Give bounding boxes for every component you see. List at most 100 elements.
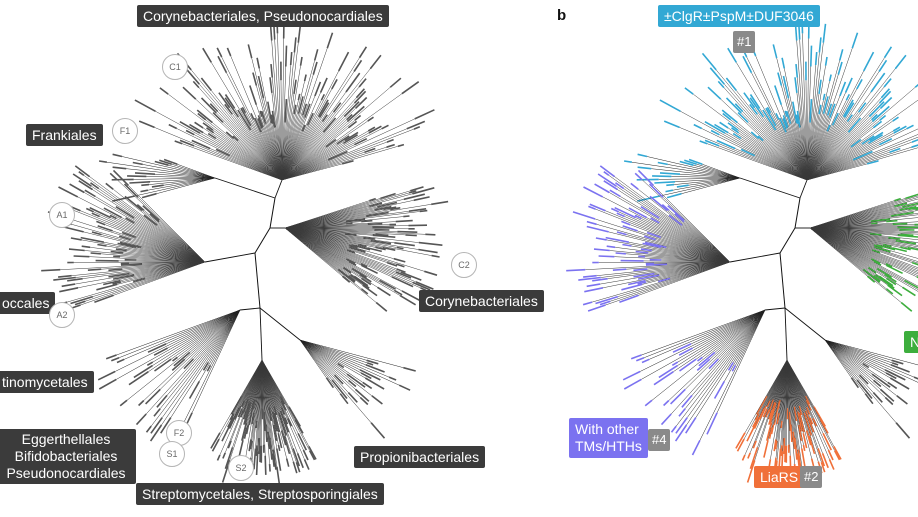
- tree-branch: [91, 231, 102, 236]
- tree-branch: [365, 364, 385, 373]
- tree-branch: [663, 120, 680, 129]
- tree-branch: [894, 197, 901, 202]
- tree-branch: [354, 137, 368, 146]
- tree-branch: [281, 97, 357, 181]
- tree-branch: [154, 358, 172, 372]
- tree-branch: [824, 339, 891, 366]
- tree-branch: [619, 294, 639, 303]
- tree-branch: [132, 161, 143, 166]
- tree-branch: [293, 104, 297, 115]
- tree-branch: [346, 105, 365, 123]
- tree-branch: [824, 56, 828, 66]
- tree-branch: [763, 440, 769, 458]
- tree-branch: [128, 185, 206, 263]
- tree-branch: [773, 401, 780, 426]
- tree-branch: [418, 248, 438, 254]
- tree-branch: [281, 146, 398, 181]
- tree-branch: [184, 67, 200, 85]
- tree-branch: [149, 177, 216, 185]
- tree-branch: [284, 227, 401, 296]
- tree-branch: [267, 101, 273, 124]
- tree-branch: [406, 120, 426, 130]
- tree-branch: [583, 274, 597, 278]
- tree-branch: [649, 309, 766, 360]
- tree-branch: [752, 440, 757, 449]
- tree-branch: [105, 354, 117, 360]
- tree-branch: [746, 460, 756, 483]
- tree-branch: [200, 97, 217, 114]
- tree-branch: [812, 417, 818, 427]
- tree-branch: [412, 281, 431, 291]
- tree-branch: [609, 189, 621, 198]
- tree-branch: [850, 377, 860, 389]
- tree-branch: [900, 246, 911, 251]
- tree-branch: [272, 411, 278, 432]
- tree-branch: [101, 261, 206, 270]
- tree-branch: [806, 60, 840, 181]
- tree-branch: [751, 72, 808, 181]
- tree-branch: [878, 275, 894, 287]
- tree-branch: [870, 218, 891, 223]
- tree-branch: [394, 289, 403, 296]
- tree-branch: [806, 52, 820, 181]
- tree-branch: [674, 177, 741, 185]
- tree-branch: [284, 227, 402, 273]
- tree-branch: [133, 177, 216, 180]
- tree-branch: [319, 77, 328, 93]
- tree-branch: [397, 230, 418, 233]
- tree-branch: [182, 86, 197, 100]
- tree-branch: [98, 378, 117, 390]
- tree-branch: [774, 85, 783, 105]
- tree-branch: [370, 422, 386, 439]
- tree-branch: [717, 80, 725, 89]
- tree-branch: [418, 241, 443, 246]
- tree-branch: [592, 277, 608, 282]
- tree-branch: [361, 264, 378, 275]
- tree-branch: [202, 122, 214, 131]
- tree-branch: [299, 339, 349, 393]
- tree-branch: [862, 51, 875, 72]
- tree-branch: [805, 430, 812, 446]
- tree-branch: [134, 99, 156, 113]
- tree-branch: [701, 128, 808, 181]
- tree-branch: [420, 287, 427, 292]
- tree-branch: [765, 410, 770, 418]
- tree-branch: [219, 359, 263, 433]
- tree-branch: [113, 189, 206, 263]
- tree-branch: [297, 96, 304, 114]
- tree-branch: [134, 177, 216, 197]
- tree-branch: [610, 261, 731, 302]
- tree-branch: [778, 117, 787, 133]
- tree-branch: [281, 74, 314, 181]
- tree-branch: [592, 261, 731, 303]
- tree-branch: [914, 83, 918, 88]
- tree-branch: [659, 177, 741, 197]
- tree-branch: [882, 243, 892, 248]
- tree-branch: [790, 424, 793, 443]
- tree-branch: [884, 369, 906, 381]
- tree-branch: [839, 81, 847, 97]
- tree-branch: [358, 46, 368, 59]
- tree-branch: [313, 49, 319, 61]
- tree-branch: [735, 432, 746, 449]
- tree-branch: [665, 189, 674, 193]
- tree-branch: [781, 85, 808, 181]
- tree-branch: [897, 234, 918, 238]
- tree-branch: [692, 309, 766, 349]
- tree-branch: [603, 180, 618, 191]
- tree-branch: [375, 246, 386, 251]
- tree-branch: [583, 186, 604, 198]
- tree-branch: [772, 44, 778, 59]
- tree-branch: [806, 100, 824, 181]
- tree-branch: [365, 211, 389, 217]
- tree-branch: [248, 439, 252, 452]
- tree-branch: [284, 227, 425, 272]
- tree-branch: [663, 399, 670, 407]
- tree-branch: [58, 186, 79, 198]
- tree-branch: [822, 93, 826, 101]
- tree-branch: [280, 430, 287, 446]
- tree-branch: [294, 419, 304, 434]
- tree-branch: [844, 102, 855, 118]
- tree-branch: [637, 166, 652, 170]
- tree-branch: [640, 206, 660, 219]
